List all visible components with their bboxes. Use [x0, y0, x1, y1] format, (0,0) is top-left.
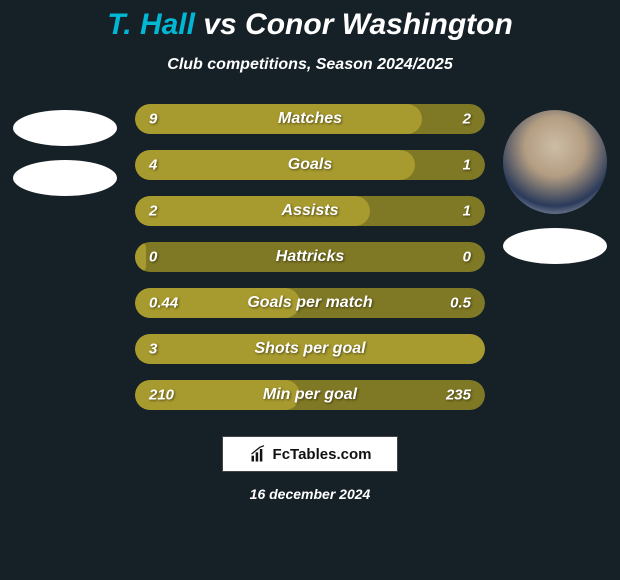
- stat-label: Hattricks: [276, 248, 344, 266]
- stat-value-left: 4: [149, 157, 157, 174]
- title: T. Hall vs Conor Washington: [0, 8, 620, 42]
- stat-value-right: 1: [463, 157, 471, 174]
- stat-value-right: 1: [463, 203, 471, 220]
- stat-value-left: 3: [149, 341, 157, 358]
- avatar-placeholder-icon: [13, 160, 117, 196]
- stat-label: Shots per goal: [254, 340, 365, 358]
- stat-label: Goals: [288, 156, 332, 174]
- logo-text: FcTables.com: [273, 446, 372, 463]
- stat-row: 3 Shots per goal: [135, 334, 485, 364]
- stat-value-right: 235: [446, 387, 471, 404]
- player2-avatar-area: [490, 110, 620, 264]
- stat-row: 2 Assists 1: [135, 196, 485, 226]
- stat-label: Assists: [282, 202, 339, 220]
- stat-label: Matches: [278, 110, 342, 128]
- player2-avatar: [503, 110, 607, 214]
- stat-value-left: 0.44: [149, 295, 178, 312]
- stat-label: Goals per match: [247, 294, 372, 312]
- footer-date: 16 december 2024: [0, 486, 620, 502]
- stat-row: 9 Matches 2: [135, 104, 485, 134]
- comparison-bars: 9 Matches 2 4 Goals 1 2 Assists 1 0 Hattricks 0 0.44…: [135, 104, 485, 410]
- stat-label: Min per goal: [263, 386, 357, 404]
- stat-row: 4 Goals 1: [135, 150, 485, 180]
- comparison-card: T. Hall vs Conor Washington Club competi…: [0, 0, 620, 580]
- title-player1: T. Hall: [107, 8, 195, 41]
- title-player2: Conor Washington: [245, 8, 513, 41]
- stat-value-right: 0.5: [450, 295, 471, 312]
- stat-row: 210 Min per goal 235: [135, 380, 485, 410]
- stat-value-left: 2: [149, 203, 157, 220]
- player1-avatar-area: [0, 110, 130, 196]
- stat-value-left: 9: [149, 111, 157, 128]
- stat-value-left: 210: [149, 387, 174, 404]
- stat-value-left: 0: [149, 249, 157, 266]
- bar-fill: [135, 150, 415, 180]
- fctables-logo: FcTables.com: [222, 436, 398, 472]
- bar-fill: [135, 242, 146, 272]
- stat-value-right: 2: [463, 111, 471, 128]
- avatar-placeholder-icon: [13, 110, 117, 146]
- stat-row: 0.44 Goals per match 0.5: [135, 288, 485, 318]
- subtitle: Club competitions, Season 2024/2025: [0, 56, 620, 74]
- avatar-placeholder-icon: [503, 228, 607, 264]
- chart-icon: [249, 444, 269, 464]
- stat-value-right: 0: [463, 249, 471, 266]
- stat-row: 0 Hattricks 0: [135, 242, 485, 272]
- title-vs: vs: [203, 8, 236, 41]
